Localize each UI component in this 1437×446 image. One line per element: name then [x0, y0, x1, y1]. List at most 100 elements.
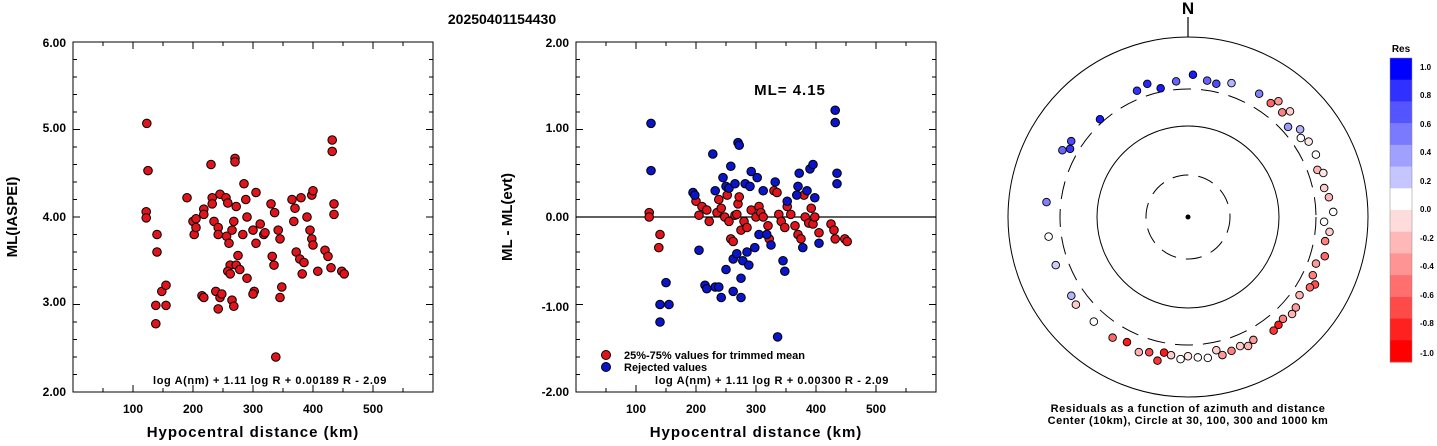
data-point-trimmed	[842, 236, 853, 247]
data-point	[141, 213, 151, 223]
station-marker	[1277, 108, 1287, 117]
station-marker	[1153, 356, 1162, 365]
data-point	[161, 280, 171, 291]
station-marker	[1159, 348, 1169, 357]
station-marker	[1274, 320, 1283, 330]
station-marker	[1058, 145, 1067, 155]
data-point	[275, 292, 285, 303]
colorbar-swatch	[1390, 210, 1412, 233]
data-point-rejected	[830, 105, 841, 116]
data-point-rejected	[710, 185, 721, 196]
data-point	[305, 225, 315, 235]
x-axis-label: Hypocentral distance (km)	[147, 424, 360, 441]
data-point	[271, 352, 281, 362]
data-point-trimmed	[772, 187, 782, 198]
station-marker	[1305, 283, 1315, 292]
data-point-rejected	[646, 118, 656, 129]
legend-marker-rejected	[601, 362, 611, 372]
y-axis-label: ML - ML(evt)	[499, 173, 516, 261]
data-point	[269, 260, 279, 270]
plot-frame	[72, 41, 434, 393]
caption-line-2: Center (10km), Circle at 30, 100, 300 an…	[1048, 415, 1329, 427]
data-point-trimmed	[716, 203, 727, 214]
x-tick-labels: 100 200 300 400 500	[123, 402, 383, 416]
station-marker	[1108, 333, 1117, 342]
data-point-rejected	[742, 247, 752, 257]
data-point-rejected	[716, 292, 727, 303]
data-point-rejected	[762, 229, 772, 240]
ml-vs-distance-panel: 2.00 3.00 4.00 5.00 6.00 100 200 300 400…	[4, 36, 434, 441]
station-marker	[1285, 107, 1295, 116]
data-point	[235, 264, 245, 275]
y-tick-label: 5.00	[43, 121, 67, 135]
data-point	[161, 300, 171, 311]
data-point	[199, 209, 209, 220]
x-tick-label: 200	[686, 402, 706, 416]
data-point	[213, 304, 223, 314]
data-point	[302, 212, 312, 222]
station-marker	[1283, 122, 1293, 132]
axis-ticks	[576, 42, 936, 392]
data-point-trimmed	[829, 225, 839, 235]
colorbar-tick: 0.6	[1420, 120, 1432, 129]
data-point	[326, 262, 336, 273]
data-point-rejected	[655, 299, 665, 310]
station-marker	[1067, 291, 1076, 300]
data-point-rejected	[702, 283, 712, 294]
y-tick-label: 0.00	[546, 210, 570, 224]
data-point	[277, 282, 287, 292]
station-marker	[1320, 251, 1330, 261]
data-point	[229, 216, 239, 227]
data-point	[313, 266, 323, 277]
colorbar-swatch	[1390, 101, 1412, 124]
legend-marker-trimmed	[601, 350, 611, 360]
data-point-trimmed	[806, 203, 817, 214]
data-point	[242, 212, 252, 222]
data-point	[191, 222, 201, 233]
x-tick-label: 400	[806, 402, 826, 416]
colorbar-swatch	[1390, 340, 1412, 363]
data-point-rejected	[808, 159, 818, 170]
data-point	[230, 157, 240, 167]
station-marker	[1311, 150, 1321, 159]
y-tick-label: 4.00	[43, 210, 67, 224]
residual-vs-distance-panel: -2.00 -1.00 0.00 1.00 2.00 100 200 300 4…	[499, 36, 937, 441]
data-point-rejected	[798, 242, 808, 253]
colorbar-swatch	[1390, 58, 1412, 81]
data-point	[267, 251, 278, 262]
station-marker	[1287, 309, 1297, 319]
data-point-trimmed	[758, 212, 769, 222]
colorbar-tick: -0.8	[1420, 319, 1434, 328]
data-point-trimmed	[732, 209, 742, 220]
station-marker	[1156, 84, 1165, 93]
colorbar-tick: 0.8	[1420, 91, 1432, 100]
x-tick-label: 200	[183, 402, 203, 416]
y-tick-label: 2.00	[43, 385, 67, 399]
data-point	[296, 192, 306, 203]
station-marker	[1254, 89, 1264, 99]
data-point-rejected	[718, 172, 728, 183]
station-marker	[1227, 78, 1236, 88]
ml-annotation: ML= 4.15	[754, 82, 826, 99]
data-point-rejected	[664, 299, 674, 310]
data-point	[227, 225, 237, 235]
station-marker	[1166, 350, 1176, 360]
data-point-rejected	[758, 185, 769, 196]
data-point	[231, 201, 241, 212]
station-marker	[1218, 350, 1227, 360]
data-point-rejected	[736, 273, 746, 284]
colorbar-tick: -0.4	[1420, 262, 1434, 271]
colorbar-swatch	[1390, 144, 1412, 168]
station-marker	[1202, 76, 1212, 85]
data-point	[182, 192, 192, 203]
colorbar-tick: -0.2	[1420, 234, 1434, 243]
station-marker	[1066, 136, 1076, 146]
event-id-title: 20250401154430	[448, 11, 556, 27]
data-point-trimmed	[786, 209, 796, 220]
data-point	[248, 225, 258, 235]
station-marker	[1203, 353, 1213, 363]
y-tick-labels: -2.00 -1.00 0.00 1.00 2.00	[542, 36, 570, 399]
colorbar-swatch	[1390, 318, 1412, 341]
distance-ring-300km	[1059, 88, 1317, 346]
